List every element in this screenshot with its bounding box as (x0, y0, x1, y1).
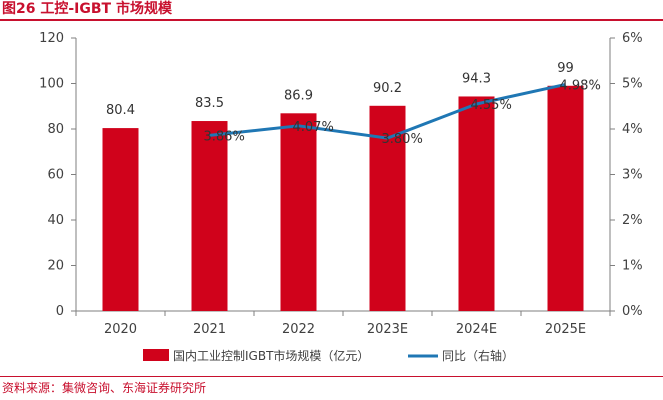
y-left-tick-label: 20 (47, 259, 64, 274)
line-value-label: 4.07% (293, 120, 334, 135)
y-left-tick-label: 40 (47, 213, 64, 228)
line-value-label: 3.80% (382, 132, 423, 147)
bar (102, 128, 139, 311)
bar-value-label: 86.9 (284, 88, 313, 103)
y-right-tick-label: 4% (622, 122, 643, 137)
bar (547, 85, 584, 312)
y-right-tick-label: 2% (622, 213, 643, 228)
bar (280, 113, 317, 312)
y-right-tick-label: 1% (622, 259, 643, 274)
chart: 0 20 40 60 80 100 120 0% 1% 2% 3% 4% 5% 6% 2020 2021 202… (39, 31, 643, 363)
source-note: 资料来源：集微咨询、东海证券研究所 (2, 381, 207, 395)
line-value-label: 3.86% (204, 129, 245, 144)
line-value-label: 4.98% (560, 78, 601, 93)
footer-rule (0, 376, 663, 377)
y-right-tick-label: 6% (622, 31, 643, 46)
bar-value-label: 94.3 (462, 71, 491, 86)
bar (191, 121, 228, 311)
bar-value-label: 80.4 (106, 103, 135, 118)
y-right-tick-label: 3% (622, 168, 643, 183)
legend-line-label: 同比（右轴） (442, 348, 514, 363)
figure-title: 图26 工控-IGBT 市场规模 (2, 1, 172, 17)
y-right-tick-label: 5% (622, 77, 643, 92)
bar (369, 105, 406, 311)
x-tick-label: 2024E (456, 322, 497, 337)
x-tick-label: 2021 (193, 322, 226, 337)
x-tick-label: 2025E (545, 322, 586, 337)
y-left-tick-label: 80 (47, 122, 64, 137)
y-right-tick-label: 0% (622, 304, 643, 319)
x-tick-label: 2020 (104, 322, 137, 337)
x-tick-label: 2022 (282, 322, 315, 337)
legend-bar-swatch (143, 349, 169, 361)
yoy-line (209, 82, 566, 140)
bar-value-label: 99 (557, 61, 574, 76)
bar-value-label: 90.2 (373, 81, 402, 96)
y-left-tick-label: 60 (47, 168, 64, 183)
y-left-tick-label: 100 (39, 77, 64, 92)
title-rule (0, 19, 663, 21)
bar (458, 96, 495, 311)
bar-value-label: 83.5 (195, 96, 224, 111)
line-value-label: 4.55% (471, 98, 512, 113)
x-tick-label: 2023E (367, 322, 408, 337)
y-left-tick-label: 0 (56, 304, 64, 319)
legend-bar-label: 国内工业控制IGBT市场规模（亿元） (173, 348, 369, 363)
y-left-tick-label: 120 (39, 31, 64, 46)
